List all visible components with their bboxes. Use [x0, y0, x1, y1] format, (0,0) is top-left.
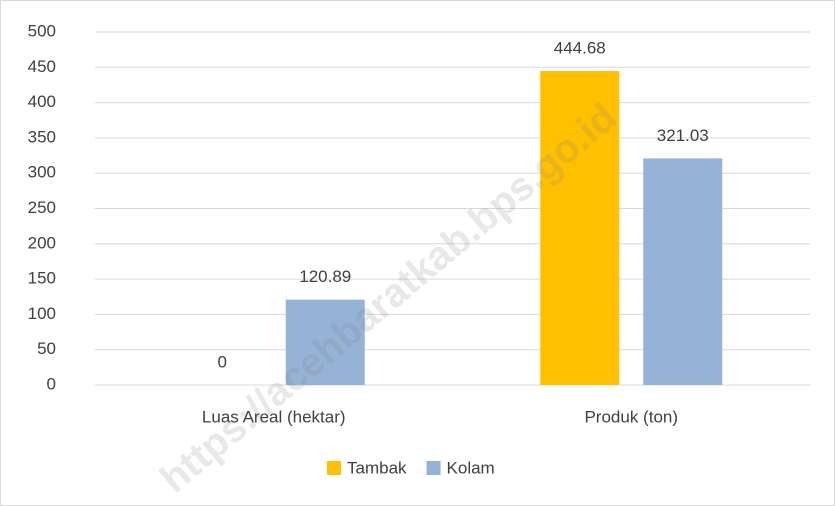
- y-tick-label: 0: [47, 374, 56, 393]
- y-tick-label: 300: [28, 163, 56, 182]
- value-label: 120.89: [299, 267, 351, 286]
- legend-label: Kolam: [447, 458, 495, 477]
- legend-swatch: [327, 461, 341, 475]
- y-tick-label: 100: [28, 304, 56, 323]
- y-tick-label: 150: [28, 269, 56, 288]
- y-tick-label: 350: [28, 127, 56, 146]
- y-tick-label: 400: [28, 92, 56, 111]
- legend-label: Tambak: [347, 458, 407, 477]
- y-tick-label: 450: [28, 57, 56, 76]
- bar: [643, 158, 723, 385]
- x-tick-label: Produk (ton): [584, 407, 678, 426]
- legend-swatch: [426, 461, 441, 475]
- bar: [285, 299, 365, 385]
- y-tick-label: 50: [37, 339, 56, 358]
- value-label: 321.03: [657, 126, 709, 145]
- value-label: 0: [218, 352, 227, 371]
- bar: [540, 71, 620, 386]
- y-tick-label: 500: [28, 21, 56, 40]
- x-tick-label: Luas Areal (hektar): [202, 407, 346, 426]
- y-tick-label: 250: [28, 198, 56, 217]
- y-tick-label: 200: [28, 233, 56, 252]
- value-label: 444.68: [554, 39, 606, 58]
